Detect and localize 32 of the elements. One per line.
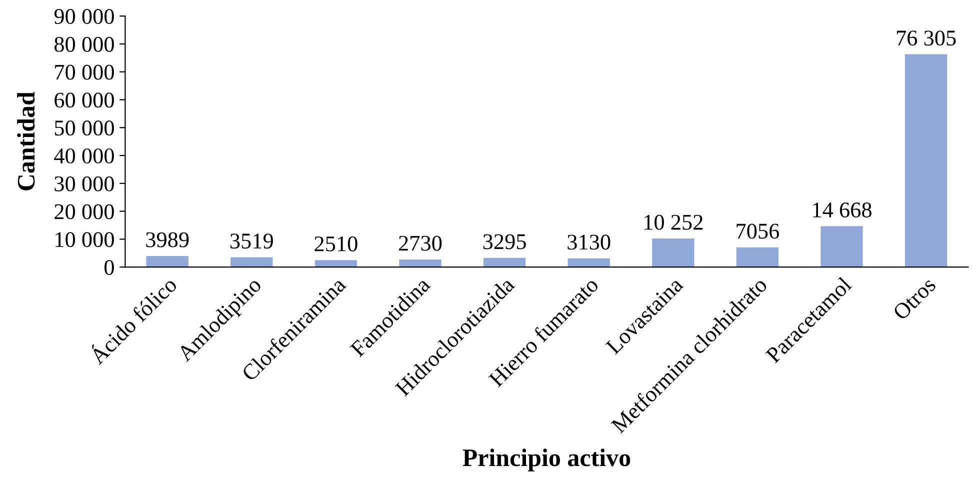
y-tick-label: 80 000 — [54, 36, 114, 52]
bar — [314, 260, 358, 268]
data-label: 3130 — [568, 234, 610, 250]
bar — [568, 258, 610, 268]
y-tick-label: 60 000 — [54, 92, 114, 108]
bar — [146, 256, 188, 268]
y-tick-label: 20 000 — [54, 204, 114, 220]
data-label: 3989 — [146, 232, 189, 248]
bar — [652, 238, 694, 268]
bar — [230, 257, 273, 268]
data-label: 76 305 — [896, 30, 956, 46]
y-tick-label: 40 000 — [54, 148, 114, 164]
y-tick-label: 0 — [104, 260, 114, 275]
y-tick-label: 50 000 — [54, 120, 114, 136]
bar — [904, 54, 948, 268]
bar — [736, 247, 779, 268]
data-label: 2510 — [314, 236, 358, 252]
data-label: 10 252 — [644, 214, 702, 230]
bar — [483, 258, 526, 268]
data-label: 2730 — [399, 236, 442, 251]
data-label: 7056 — [736, 224, 780, 239]
data-label: 3295 — [483, 234, 526, 250]
data-label: 3519 — [230, 234, 273, 249]
data-label: 14 668 — [813, 202, 872, 218]
y-tick-label: 10 000 — [56, 232, 114, 248]
bar — [820, 226, 863, 268]
y-tick-label: 70 000 — [55, 64, 114, 80]
y-tick-label: 30 000 — [54, 176, 114, 192]
x-axis-title: Principio activo — [462, 448, 630, 472]
y-tick-label: 90 000 — [54, 8, 114, 24]
y-axis-title: Cantidad — [17, 92, 35, 190]
bar — [399, 259, 442, 268]
